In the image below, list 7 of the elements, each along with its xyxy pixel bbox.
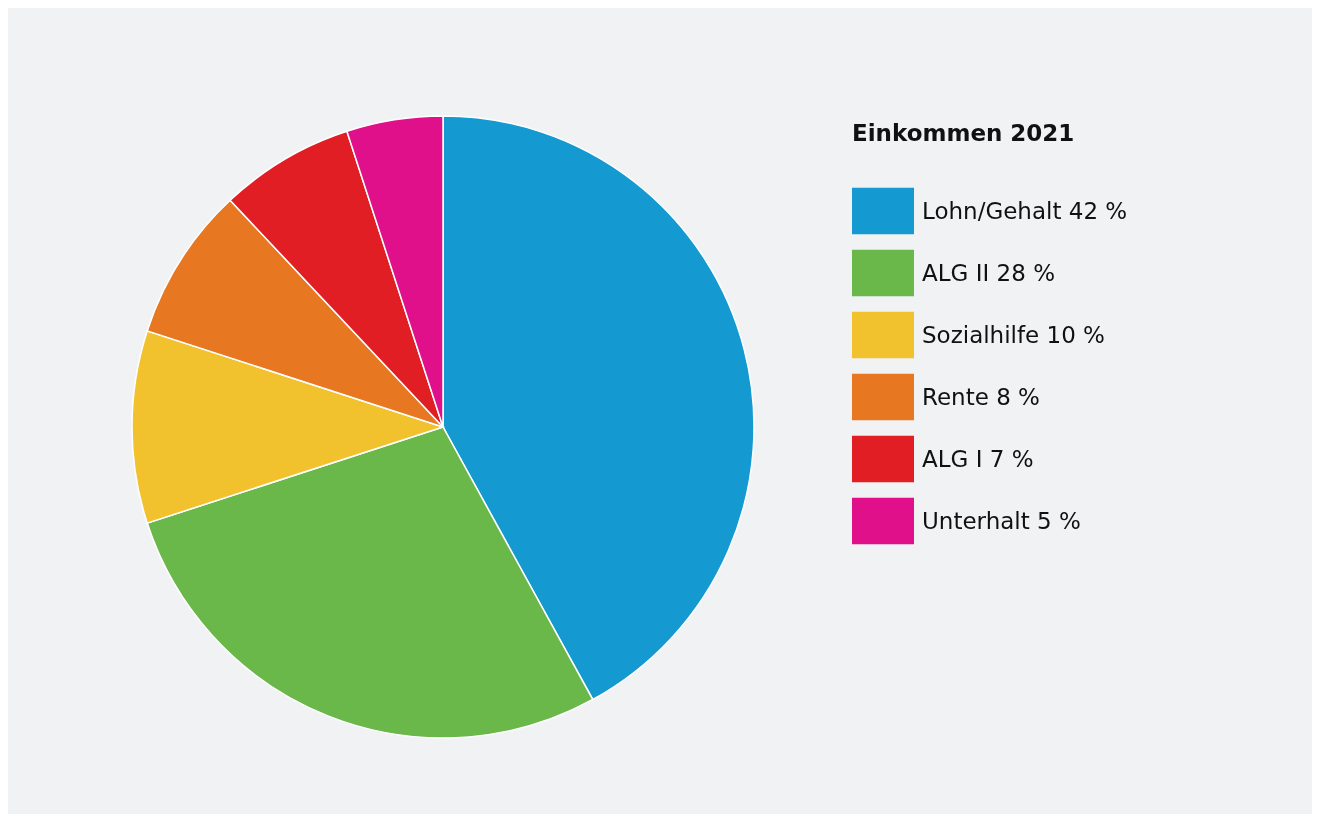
legend-label: ALG II 28 % bbox=[922, 259, 1055, 288]
legend-title: Einkommen 2021 bbox=[852, 120, 1075, 146]
legend-label: ALG I 7 % bbox=[922, 445, 1034, 474]
legend-label: Lohn/Gehalt 42 % bbox=[922, 197, 1128, 226]
legend-label: Rente 8 % bbox=[922, 383, 1040, 412]
legend-label: Sozialhilfe 10 % bbox=[922, 321, 1105, 350]
legend-label: Unterhalt 5 % bbox=[922, 507, 1081, 536]
